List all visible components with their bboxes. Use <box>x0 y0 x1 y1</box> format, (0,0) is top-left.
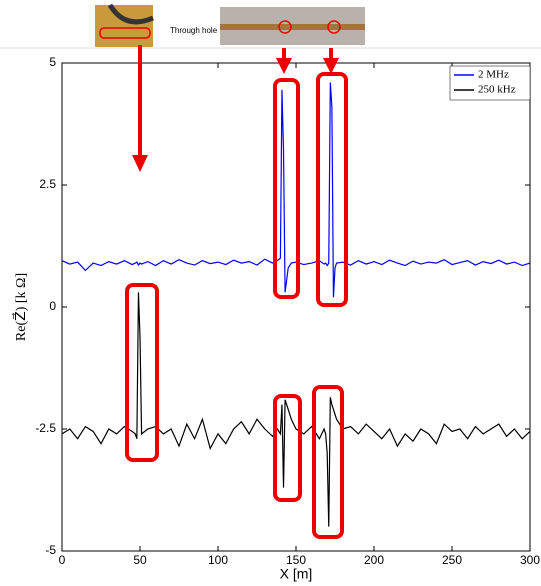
x-tick-label: 0 <box>59 553 66 567</box>
y-tick-label: 0 <box>49 299 56 313</box>
x-tick-label: 250 <box>442 553 462 567</box>
x-tick-label: 50 <box>133 553 147 567</box>
photo-detail <box>107 3 154 25</box>
highlight-box <box>312 385 344 539</box>
legend-label: 2 MHz <box>478 69 509 81</box>
arrowhead <box>276 58 292 74</box>
photo-marker <box>99 27 151 39</box>
photo-marker <box>327 20 341 34</box>
y-tick-label: -5 <box>45 543 56 557</box>
line-series <box>61 292 531 527</box>
x-tick-label: 300 <box>520 553 540 567</box>
legend-label: 250 kHz <box>478 84 516 96</box>
legend-box <box>449 65 531 101</box>
plot-area: 0 50 100 150 200 250 300 -5 -2.5 0 2.5 5 X [m] Re(Z⃗)… <box>12 55 541 582</box>
highlight-box <box>316 72 348 307</box>
annotation: Through hole <box>170 26 218 35</box>
arrowheads <box>132 58 339 172</box>
y-tick-label: -2.5 <box>35 421 56 435</box>
photo-through-hole <box>95 5 153 47</box>
y-tick-label: 5 <box>49 55 56 69</box>
x-tick-label: 200 <box>364 553 384 567</box>
arrowhead <box>132 155 148 172</box>
x-tick-label: 150 <box>286 553 306 567</box>
photo-marker <box>278 20 292 34</box>
photo-detail <box>220 24 365 30</box>
x-axis-label: X [m] <box>280 566 313 582</box>
line-series <box>61 82 531 298</box>
arrowhead <box>323 58 339 74</box>
y-tick-label: 2.5 <box>39 177 56 191</box>
highlight-box <box>273 78 300 299</box>
highlight-box <box>125 283 159 462</box>
x-tick-label: 100 <box>208 553 228 567</box>
highlight-box <box>273 394 302 502</box>
y-axis-label: Re(Z⃗) [k Ω] <box>12 273 30 341</box>
highlights <box>125 45 348 539</box>
